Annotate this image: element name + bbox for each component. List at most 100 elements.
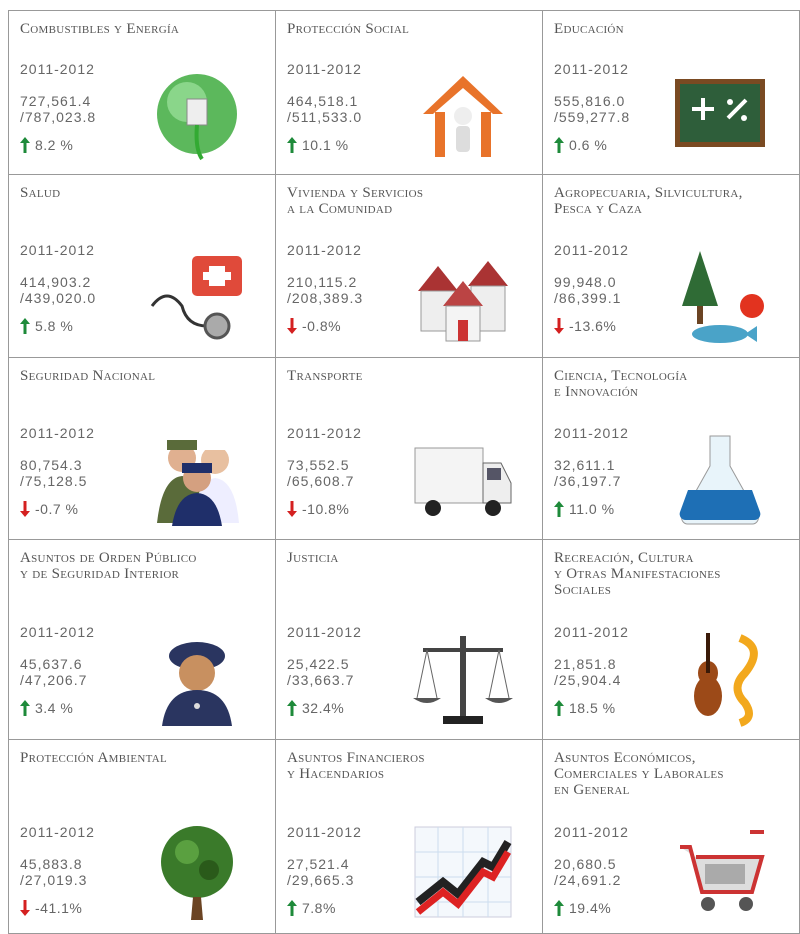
period: 2011-2012 [554, 242, 629, 258]
value-a: 99,948.0 [554, 274, 617, 290]
change: 3.4 % [20, 700, 73, 716]
arrow-down [20, 501, 30, 517]
category-title: Protección Social [287, 21, 410, 37]
value-b: /36,197.7 [554, 473, 622, 489]
category-cell: Justicia 2011-2012 25,422.5/33,663.7 32.4% [276, 540, 543, 740]
change-value: 0.6 % [569, 137, 608, 153]
value-a: 555,816.0 [554, 93, 626, 109]
category-title: Justicia [287, 550, 339, 566]
arrow-up [554, 137, 564, 153]
period: 2011-2012 [287, 425, 362, 441]
value-b: /24,691.2 [554, 872, 622, 888]
change: -41.1% [20, 900, 82, 916]
category-title: Vivienda y Servicios a la Comunidad [287, 185, 424, 217]
category-icon [162, 642, 232, 726]
category-cell: Combustibles y Energía 2011-2012 727,561.4… [8, 10, 276, 175]
value-b: /208,389.3 [287, 290, 364, 306]
arrow-up [554, 501, 564, 517]
category-icon [414, 826, 512, 918]
period: 2011-2012 [554, 824, 629, 840]
category-icon [679, 435, 761, 525]
category-icon [418, 261, 508, 342]
category-icon [682, 251, 764, 343]
change: 8.2 % [20, 137, 73, 153]
category-cell: Transporte 2011-2012 73,552.5/65,608.7 -10.… [276, 358, 543, 540]
category-title: Asuntos de Orden Público y de Seguridad … [20, 550, 197, 582]
value-a: 210,115.2 [287, 274, 358, 290]
change-value: 10.1 % [302, 137, 349, 153]
category-cell: Recreación, Cultura y Otras Manifestacio… [543, 540, 800, 740]
change-value: -41.1% [35, 900, 83, 916]
value-b: /787,023.8 [20, 109, 97, 125]
value-a: 80,754.3 [20, 457, 83, 473]
category-cell: Educación 2011-2012 555,816.0/559,277.8 0.6… [543, 10, 800, 175]
value-b: /75,128.5 [20, 473, 88, 489]
value-a: 464,518.1 [287, 93, 359, 109]
period: 2011-2012 [20, 624, 95, 640]
arrow-up [287, 900, 297, 916]
category-title: Educación [554, 21, 624, 37]
change: 10.1 % [287, 137, 349, 153]
category-cell: Ciencia, Tecnología e Innovación 2011-201… [543, 358, 800, 540]
change-value: 5.8 % [35, 318, 74, 334]
category-cell: Asuntos de Orden Público y de Seguridad … [8, 540, 276, 740]
category-icon [413, 636, 513, 724]
change-value: -0.8% [302, 318, 342, 334]
arrow-down [20, 900, 30, 916]
category-icon [150, 256, 242, 340]
period: 2011-2012 [554, 61, 629, 77]
category-title: Transporte [287, 368, 363, 384]
value-a: 21,851.8 [554, 656, 617, 672]
value-a: 45,637.6 [20, 656, 83, 672]
change-value: -0.7 % [35, 501, 79, 517]
category-title: Salud [20, 185, 61, 201]
value-a: 727,561.4 [20, 93, 92, 109]
change: 18.5 % [554, 700, 616, 716]
value-b: /86,399.1 [554, 290, 622, 306]
period: 2011-2012 [20, 242, 95, 258]
value-a: 73,552.5 [287, 457, 350, 473]
change: -0.7 % [20, 501, 78, 517]
category-title: Asuntos Económicos, Comerciales y Labora… [554, 750, 724, 798]
arrow-up [20, 318, 30, 334]
value-a: 32,611.1 [554, 457, 616, 473]
period: 2011-2012 [287, 61, 362, 77]
period: 2011-2012 [287, 824, 362, 840]
change: -10.8% [287, 501, 349, 517]
category-icon [680, 830, 765, 911]
category-cell: Asuntos Económicos, Comerciales y Labora… [543, 740, 800, 934]
change: -0.8% [287, 318, 341, 334]
value-a: 414,903.2 [20, 274, 92, 290]
category-cell: Protección Ambiental 2011-2012 45,883.8/27… [8, 740, 276, 934]
category-icon [694, 633, 758, 727]
value-a: 27,521.4 [287, 856, 350, 872]
category-cell: Protección Social 2011-2012 464,518.1/511,… [276, 10, 543, 175]
category-cell: Vivienda y Servicios a la Comunidad 2011-… [276, 175, 543, 358]
value-b: /25,904.4 [554, 672, 622, 688]
change: 11.0 % [554, 501, 615, 517]
category-cell: Salud 2011-2012 414,903.2/439,020.0 5.8 % [8, 175, 276, 358]
category-cell: Asuntos Financieros y Hacendarios 2011-20… [276, 740, 543, 934]
period: 2011-2012 [287, 624, 362, 640]
category-icon [414, 447, 512, 516]
category-cell: Seguridad Nacional 2011-2012 80,754.3/75,1… [8, 358, 276, 540]
category-icon [157, 440, 239, 526]
value-b: /29,665.3 [287, 872, 355, 888]
category-icon [161, 826, 233, 920]
change-value: 8.2 % [35, 137, 74, 153]
value-b: /27,019.3 [20, 872, 88, 888]
value-b: /47,206.7 [20, 672, 88, 688]
change-value: -13.6% [569, 318, 617, 334]
period: 2011-2012 [554, 624, 629, 640]
arrow-up [554, 700, 564, 716]
arrow-down [287, 318, 297, 334]
category-title: Ciencia, Tecnología e Innovación [554, 368, 688, 400]
category-icon [675, 79, 765, 147]
period: 2011-2012 [20, 61, 95, 77]
arrow-up [554, 900, 564, 916]
change: 0.6 % [554, 137, 607, 153]
change: -13.6% [554, 318, 616, 334]
change-value: 19.4% [569, 900, 612, 916]
arrow-up [20, 700, 30, 716]
